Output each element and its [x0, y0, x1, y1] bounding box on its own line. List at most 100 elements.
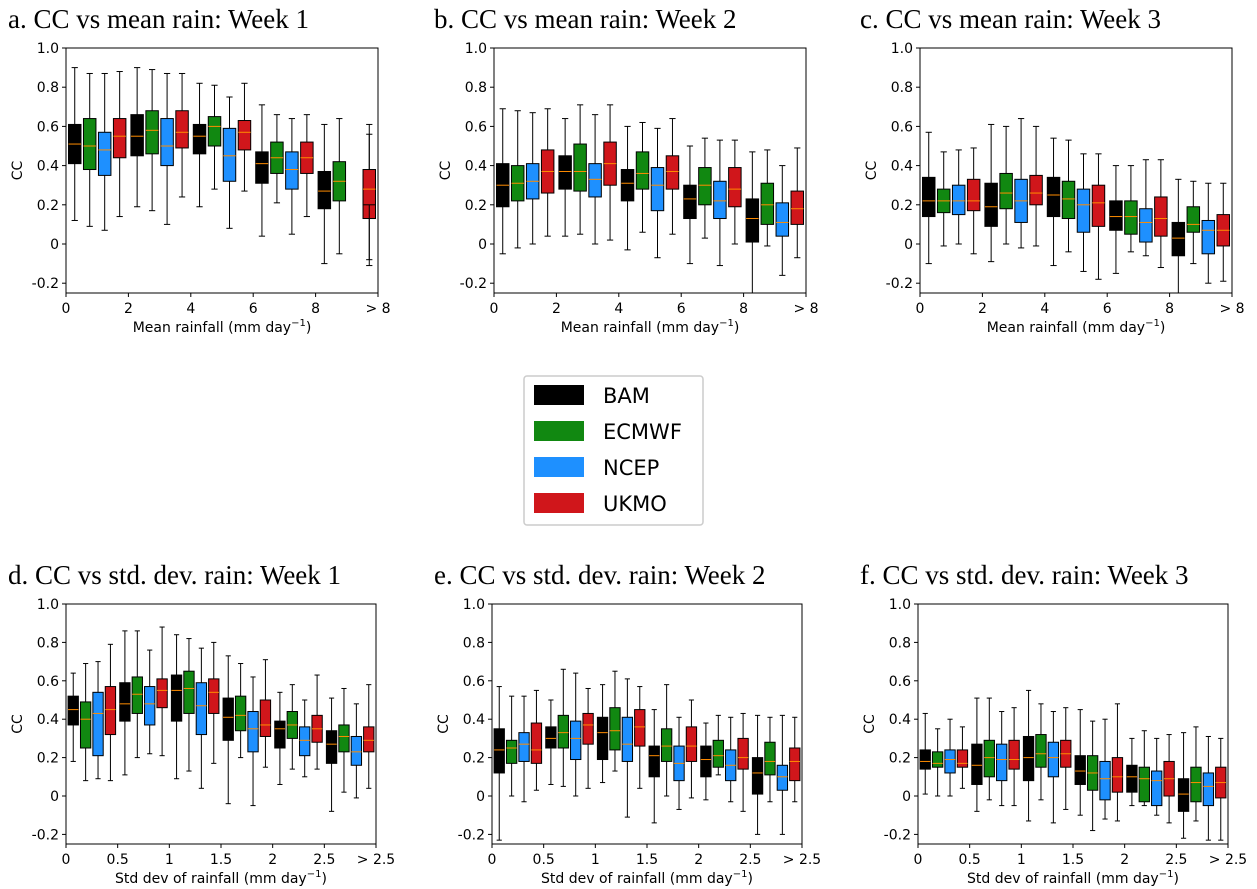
- iqr-box: [1138, 766, 1150, 803]
- box-ecmwf: [635, 121, 650, 233]
- box-ncep: [775, 165, 790, 276]
- box-ecmwf: [286, 684, 298, 770]
- box-ncep: [350, 703, 363, 799]
- iqr-box: [350, 735, 363, 766]
- y-tick-label: 1.0: [465, 41, 487, 57]
- box-group: [493, 668, 801, 841]
- box-ncep: [713, 139, 727, 267]
- x-tick-label: 4: [186, 301, 195, 317]
- iqr-box: [712, 739, 724, 768]
- box-bam: [1109, 165, 1123, 274]
- box-bam: [1126, 737, 1138, 807]
- iqr-box: [728, 167, 742, 208]
- x-tick-label: 1: [165, 852, 174, 868]
- iqr-box: [951, 184, 966, 216]
- iqr-box: [192, 123, 207, 155]
- box-ukmo: [789, 716, 801, 803]
- plot-frame: [493, 47, 807, 294]
- x-axis-label: Mean rainfall (mm day−1): [987, 318, 1166, 336]
- x-tick-label: > 8: [365, 301, 390, 317]
- iqr-box: [660, 728, 673, 762]
- box-bam: [1074, 709, 1086, 816]
- y-axis-label: CC: [10, 161, 26, 181]
- box-ukmo: [156, 626, 168, 757]
- y-tick-label: 0.4: [889, 712, 911, 728]
- box-ncep: [285, 118, 299, 235]
- box-ukmo: [728, 139, 742, 245]
- box-ukmo: [363, 684, 375, 789]
- iqr-box: [966, 178, 981, 212]
- box-ukmo: [737, 712, 749, 812]
- y-tick-label: -0.2: [32, 276, 59, 292]
- x-tick-label: 6: [249, 301, 258, 317]
- y-tick-label: 1.0: [463, 597, 485, 613]
- y-tick-label: 0.8: [891, 80, 913, 96]
- x-axis-label: Mean rainfall (mm day−1): [561, 318, 740, 336]
- box-ncep: [570, 672, 582, 797]
- box-ukmo: [1163, 734, 1175, 824]
- box-ecmwf: [332, 118, 347, 255]
- box-ukmo: [790, 147, 805, 259]
- y-tick-label: -0.2: [884, 827, 911, 843]
- box-ecmwf: [1186, 180, 1201, 265]
- y-axis-label: CC: [438, 161, 454, 181]
- box-bam: [620, 125, 635, 251]
- iqr-box: [931, 751, 944, 768]
- iqr-box: [530, 722, 543, 764]
- y-axis-label: CC: [436, 714, 452, 734]
- iqr-box: [745, 198, 760, 243]
- box-bam: [648, 709, 660, 824]
- iqr-box: [104, 686, 117, 736]
- iqr-box: [1177, 778, 1190, 812]
- x-tick-label: 0: [488, 852, 497, 868]
- box-ukmo: [362, 123, 377, 261]
- box-bam: [119, 630, 131, 776]
- y-tick-label: 0.8: [37, 80, 59, 96]
- iqr-box: [789, 747, 801, 782]
- box-group: [67, 67, 377, 267]
- iqr-box: [573, 143, 587, 192]
- x-tick-label: 1.5: [1062, 852, 1084, 868]
- iqr-box: [1139, 208, 1153, 243]
- box-group: [921, 118, 1231, 293]
- x-tick-label: 8: [311, 301, 320, 317]
- x-tick-label: 2.5: [313, 852, 335, 868]
- x-tick-label: 2: [552, 301, 561, 317]
- iqr-box: [79, 701, 92, 749]
- box-bam: [325, 697, 338, 812]
- iqr-box: [751, 757, 764, 795]
- box-ecmwf: [82, 72, 97, 227]
- x-tick-label: 8: [1165, 301, 1174, 317]
- y-tick-label: 0.2: [463, 751, 485, 767]
- iqr-box: [145, 110, 159, 155]
- x-tick-label: 2.5: [1165, 852, 1187, 868]
- iqr-box: [1099, 760, 1111, 801]
- x-tick-label: 6: [677, 301, 686, 317]
- box-bam: [67, 67, 82, 221]
- iqr-box: [570, 720, 582, 761]
- x-tick-label: 0.5: [959, 852, 981, 868]
- iqr-box: [1186, 206, 1201, 233]
- box-bam: [683, 145, 697, 265]
- x-tick-label: > 2.5: [1209, 852, 1247, 868]
- iqr-box: [635, 151, 650, 190]
- box-ncep: [160, 72, 174, 225]
- iqr-box: [1029, 174, 1043, 206]
- box-ncep: [776, 714, 789, 835]
- iqr-box: [285, 151, 299, 190]
- x-tick-label: > 8: [793, 301, 818, 317]
- panel-title: c. CC vs mean rain: Week 3: [860, 4, 1161, 34]
- iqr-box: [956, 749, 969, 768]
- box-group: [67, 626, 375, 812]
- box-ncep: [673, 716, 685, 810]
- panel-b: b. CC vs mean rain: Week 2-0.200.20.40.6…: [434, 4, 819, 336]
- x-tick-label: 0: [916, 301, 925, 317]
- box-ukmo: [1154, 159, 1168, 269]
- iqr-box: [1154, 196, 1168, 237]
- y-tick-label: 0: [50, 237, 59, 253]
- box-ukmo: [311, 674, 323, 770]
- x-tick-label: > 2.5: [783, 852, 821, 868]
- y-tick-label: 0.4: [465, 159, 487, 175]
- box-ecmwf: [660, 684, 673, 797]
